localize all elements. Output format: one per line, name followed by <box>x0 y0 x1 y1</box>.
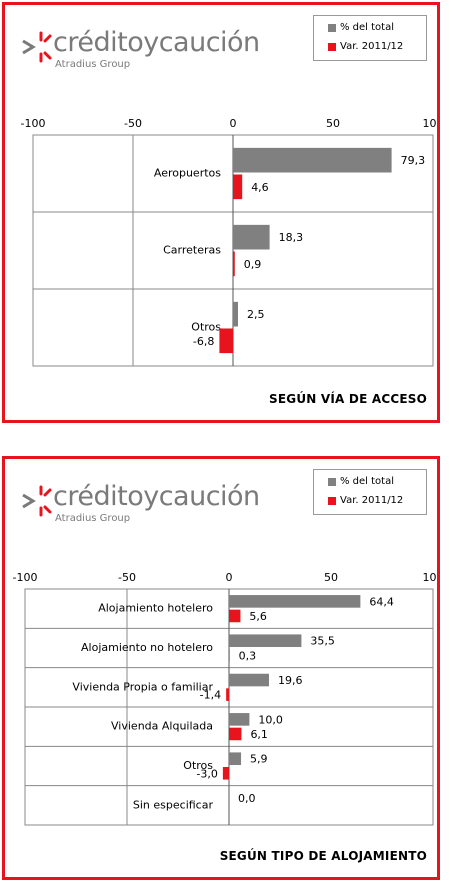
chart-title: SEGÚN TIPO DE ALOJAMIENTO <box>219 849 427 863</box>
legend-label: Var. 2011/12 <box>340 41 404 52</box>
category-label: Sin especificar <box>133 798 214 811</box>
bar-variation <box>229 609 241 623</box>
category-label: Vivienda Propia o familiar <box>72 680 213 693</box>
logo-brand: créditoycaución <box>53 481 260 512</box>
bar-variation <box>233 174 243 200</box>
data-label: 19,6 <box>278 674 303 687</box>
category-label: Aeropuertos <box>154 167 221 180</box>
data-label: 79,3 <box>401 154 426 167</box>
category-label: Vivienda Alquilada <box>111 720 213 733</box>
legend-label: Var. 2011/12 <box>340 495 404 506</box>
data-label: 0,0 <box>238 792 256 805</box>
bar-variation <box>219 328 233 354</box>
tick-label: 0 <box>230 117 237 130</box>
bar-variation <box>233 251 235 277</box>
data-label: -6,8 <box>193 335 214 348</box>
logo-subtitle: Atradius Group <box>55 513 131 524</box>
chart-alojamiento: -100 -50 0 50 100 Alojamiento hotelero 64,4 5,6… <box>13 571 438 826</box>
bar-total <box>229 634 302 647</box>
bar-variation <box>222 767 229 780</box>
legend-swatch <box>328 497 336 505</box>
legend-label: % del total <box>340 22 395 33</box>
tick-label: 50 <box>326 117 340 130</box>
legend: % del total Var. 2011/12 <box>313 469 427 515</box>
chart-title: SEGÚN VÍA DE ACCESO <box>269 392 427 406</box>
logo-brand: créditoycaución <box>53 27 260 58</box>
bar-total <box>229 673 269 687</box>
logo: créditoycaución Atradius Group <box>19 475 260 529</box>
bar-total <box>233 147 392 173</box>
chart-panel-alojamiento: créditoycaución Atradius Group % del tot… <box>2 456 440 880</box>
logo-mark-icon <box>22 31 52 63</box>
bar-variation <box>229 649 230 662</box>
bar-variation <box>226 688 229 701</box>
category-label: Otros <box>191 321 221 334</box>
bar-total <box>233 224 270 250</box>
chart-acceso: -100 -50 0 50 100 Aeropuertos 79,3 4,6 Carretera… <box>21 117 438 367</box>
category-label: Carreteras <box>163 244 221 257</box>
bar-total <box>229 713 250 726</box>
tick-label: -100 <box>21 117 46 130</box>
tick-label: -100 <box>13 571 38 584</box>
data-label: 2,5 <box>247 308 265 321</box>
chart-panel-acceso: créditoycaución Atradius Group % del tot… <box>2 2 440 423</box>
logo-subtitle: Atradius Group <box>55 59 131 70</box>
legend-swatch <box>328 43 336 51</box>
legend-label: % del total <box>340 476 395 487</box>
data-label: 5,6 <box>249 610 267 623</box>
tick-label: 0 <box>226 571 233 584</box>
tick-label: -50 <box>118 571 136 584</box>
bar-total <box>229 595 361 608</box>
legend: % del total Var. 2011/12 <box>313 15 427 61</box>
data-label: 5,9 <box>250 753 268 766</box>
tick-label: 100 <box>423 571 438 584</box>
tick-label: 100 <box>423 117 438 130</box>
category-label: Otros <box>183 759 213 772</box>
tick-label: -50 <box>124 117 142 130</box>
data-label: 10,0 <box>258 713 283 726</box>
data-label: -3,0 <box>196 767 217 780</box>
legend-swatch <box>328 478 336 486</box>
data-label: 6,1 <box>250 728 268 741</box>
category-label: Alojamiento hotelero <box>98 602 213 615</box>
data-label: 0,9 <box>244 258 261 271</box>
data-label: 0,3 <box>239 649 257 662</box>
data-label: 35,5 <box>310 635 335 648</box>
data-label: 18,3 <box>279 231 304 244</box>
bar-total <box>233 301 238 327</box>
logo-mark-icon <box>22 485 52 517</box>
tick-label: 50 <box>324 571 338 584</box>
bar-total <box>229 752 242 765</box>
data-label: 64,4 <box>369 595 394 608</box>
data-label: 4,6 <box>251 181 269 194</box>
category-label: Alojamiento no hotelero <box>81 641 213 654</box>
logo: créditoycaución Atradius Group <box>19 21 260 75</box>
data-label: -1,4 <box>200 689 221 702</box>
bar-variation <box>229 727 242 741</box>
legend-swatch <box>328 24 336 32</box>
